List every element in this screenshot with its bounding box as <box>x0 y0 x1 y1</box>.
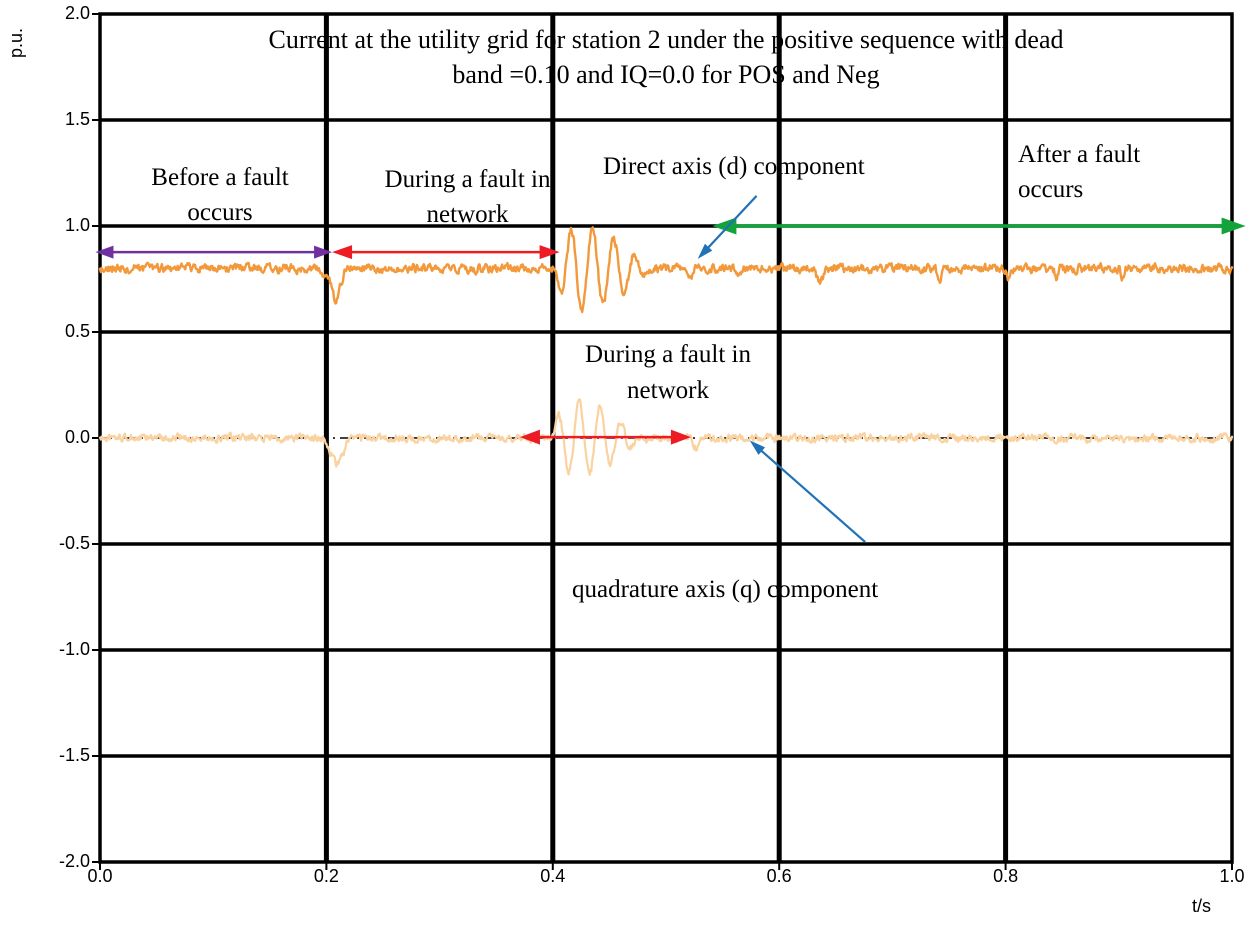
d-component-trace <box>98 226 1234 314</box>
x-tick-label: 0.6 <box>766 866 792 886</box>
chart-title: Current at the utility grid for station … <box>268 25 1064 89</box>
during-fault-range-arrow-head <box>539 245 560 260</box>
y-tick-label: 0.0 <box>64 427 90 447</box>
annotation-quadrature-axis: quadrature axis (q) component <box>572 576 879 603</box>
y-tick-label: -2.0 <box>58 851 90 871</box>
annotation-during-fault-q: During a fault in network <box>585 341 751 404</box>
x-tick-label: 0.0 <box>87 866 113 886</box>
y-tick-label: 1.0 <box>64 215 90 235</box>
annotation-after-fault: After a fault occurs <box>1018 141 1141 203</box>
x-tick-label: 1.0 <box>1219 866 1245 886</box>
y-tick-label: 1.5 <box>64 109 90 129</box>
x-tick-label: 0.4 <box>540 866 566 886</box>
quadrature-axis-pointer-arrow <box>758 448 866 543</box>
y-tick-label: -0.5 <box>58 533 90 553</box>
y-tick-label: 2.0 <box>64 3 90 23</box>
annotation-direct-axis: Direct axis (d) component <box>603 153 865 180</box>
annotation-before-fault: Before a fault occurs <box>151 164 289 226</box>
during-fault-q-range-arrow-head <box>670 429 691 445</box>
after-fault-range-arrow-head <box>1221 217 1246 235</box>
x-axis-title: t/s <box>1192 896 1212 916</box>
y-tick-label: -1.0 <box>58 639 90 659</box>
x-tick-label: 0.8 <box>993 866 1019 886</box>
after-fault-range-arrow-head <box>712 217 737 235</box>
y-tick-label: 0.5 <box>64 321 90 341</box>
quadrature-axis-pointer-arrow-head <box>749 440 766 455</box>
x-tick-label: 0.2 <box>313 866 339 886</box>
before-fault-range-arrow-head <box>95 245 114 259</box>
direct-axis-pointer-arrow <box>705 195 758 251</box>
during-fault-q-range-arrow-head <box>519 429 540 445</box>
during-fault-range-arrow-head <box>332 245 353 260</box>
annotation-during-fault-d: During a fault in network <box>384 166 551 228</box>
y-axis-title: p.u. <box>6 27 26 58</box>
before-fault-range-arrow-head <box>314 245 333 259</box>
direct-axis-pointer-arrow-head <box>697 243 713 259</box>
y-tick-label: -1.5 <box>58 745 90 765</box>
